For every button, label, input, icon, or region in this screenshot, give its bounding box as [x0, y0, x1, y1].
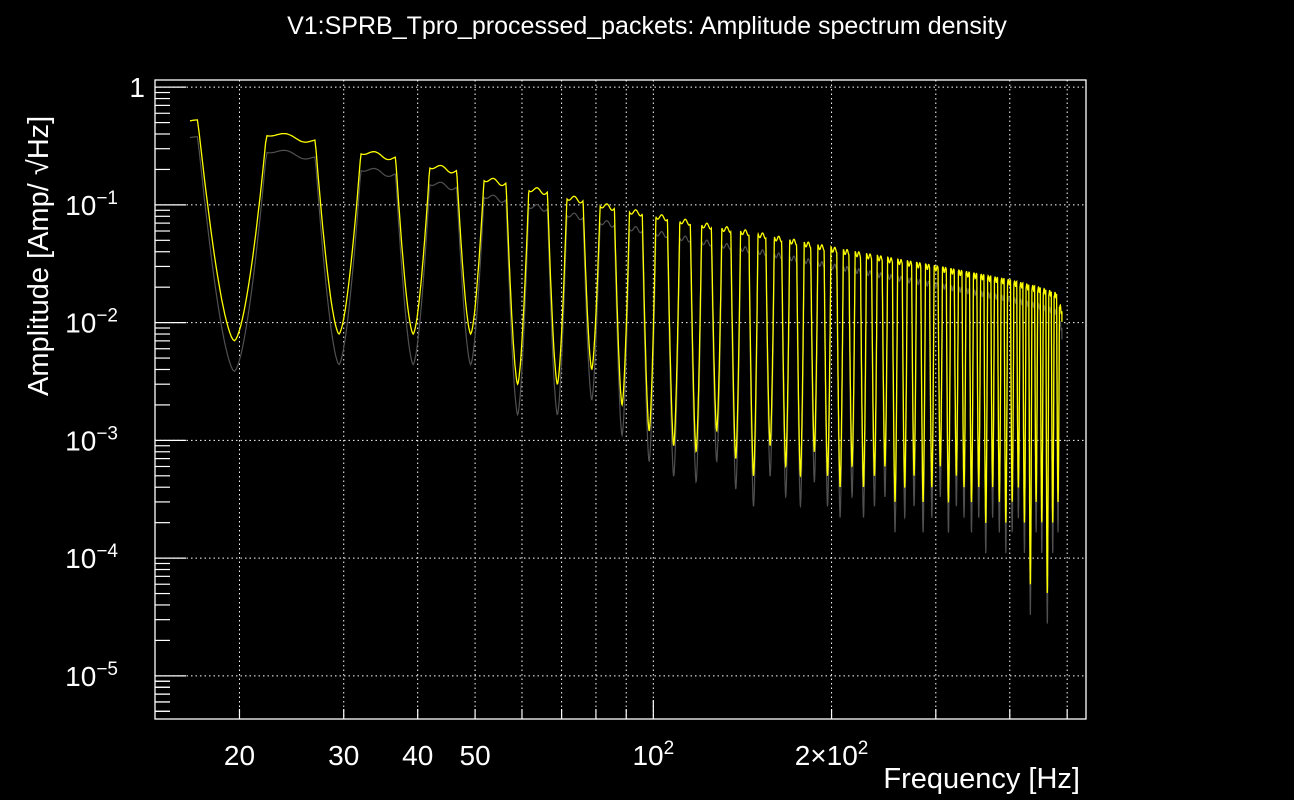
grid-lines [155, 80, 1086, 719]
y-tick-label: 10−3 [65, 423, 118, 456]
y-tick-label: 10−1 [65, 188, 118, 221]
x-tick-label: 2×102 [795, 738, 869, 771]
y-axis-label: Amplitude [Amp/ √Hz] [23, 116, 55, 396]
x-tick-label: 40 [402, 740, 433, 771]
x-tick-label: 30 [328, 740, 359, 771]
y-tick-label: 10−4 [65, 541, 118, 574]
plot-frame [154, 79, 1087, 720]
series-line-current [189, 119, 1063, 594]
x-axis-label: Frequency [Hz] [883, 763, 1080, 795]
series-group [189, 119, 1063, 624]
y-tick-label: 10−2 [65, 306, 118, 339]
x-tick-label: 102 [632, 738, 674, 771]
y-tick-label: 1 [129, 72, 145, 103]
chart-title: V1:SPRB_Tpro_processed_packets: Amplitud… [287, 12, 1007, 40]
axes: 20 30 40 50 102 2×102 1 10−1 10−2 10−3 10−4 10−5 [65, 72, 1068, 771]
x-tick-label: 50 [460, 740, 491, 771]
y-tick-label: 10−5 [65, 659, 118, 692]
x-tick-label: 20 [224, 740, 255, 771]
